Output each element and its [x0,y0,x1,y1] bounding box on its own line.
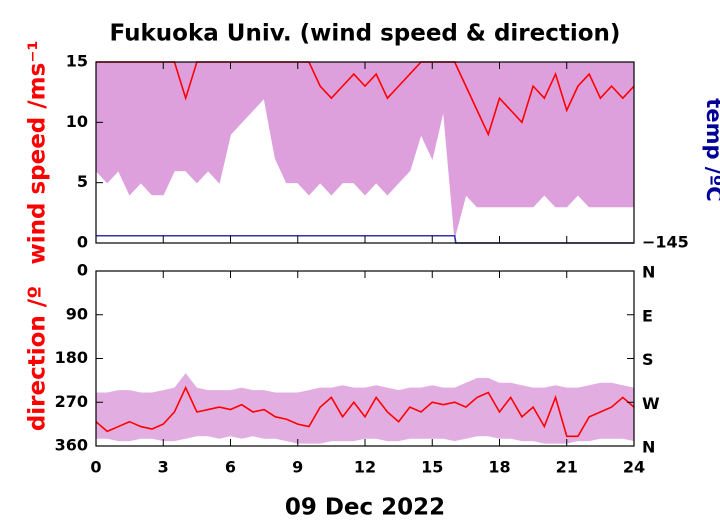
x-tick-label: 3 [158,458,169,477]
x-tick-label: 6 [225,458,236,477]
x-tick-label: 24 [623,458,645,477]
chart-title: Fukuoka Univ. (wind speed & direction) [110,21,621,47]
x-tick-label: 18 [488,458,510,477]
series-line [96,61,635,137]
y-axis-label: direction /º [25,286,51,431]
y-tick-label: 0 [77,233,88,252]
y2-tick-label: W [642,394,660,413]
y2-tick-label: N [642,438,655,457]
y2-tick-label: N [642,263,655,282]
y-tick-label: 10 [66,112,88,131]
x-tick-label: 12 [354,458,376,477]
x-tick-label: 0 [90,458,101,477]
y2-axis-label: temp /ºC [702,98,720,201]
x-tick-label: 21 [556,458,578,477]
gust-area [95,61,635,238]
y-tick-label: 90 [66,304,88,323]
y-tick-label: 0 [77,261,88,280]
series-line [95,385,635,438]
y2-tick-label: −145 [642,233,689,252]
x-tick-label: 15 [421,458,443,477]
direction-band [96,373,634,444]
y2-tick-label: E [642,306,653,325]
y-tick-label: 270 [55,392,88,411]
y-tick-label: 360 [55,436,88,455]
y-axis-label: wind speed /ms⁻¹ [25,40,51,264]
y-tick-label: 5 [77,172,88,191]
y-tick-label: 15 [66,52,88,71]
y2-tick-label: S [642,350,654,369]
x-tick-label: 9 [292,458,303,477]
x-axis-label: 09 Dec 2022 [285,495,445,521]
y-tick-label: 180 [55,348,88,367]
